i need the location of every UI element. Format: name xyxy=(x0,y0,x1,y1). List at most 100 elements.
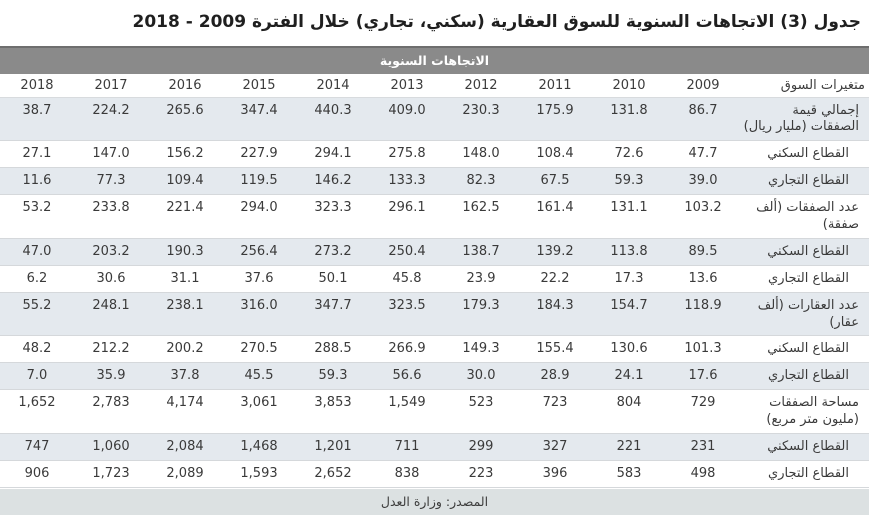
cell-2014: 1,201 xyxy=(296,433,370,461)
cell-2009: 101.3 xyxy=(666,335,740,364)
table-row: القطاع التجاري 13.6 17.3 22.2 23.9 45.8 50.1 37… xyxy=(0,265,869,293)
cell-2012: 82.3 xyxy=(444,167,518,196)
cell-2012: 223 xyxy=(444,460,518,488)
row-label: مساحة الصفقات (مليون متر مربع) xyxy=(740,389,869,434)
row-label: إجمالي قيمة الصفقات (مليار ريال) xyxy=(740,97,869,142)
cell-2016: 156.2 xyxy=(148,140,222,169)
cell-2012: 523 xyxy=(444,389,518,434)
cell-2018: 11.6 xyxy=(0,167,74,196)
cell-2013: 838 xyxy=(370,460,444,488)
cell-2014: 3,853 xyxy=(296,389,370,434)
cell-2015: 347.4 xyxy=(222,97,296,142)
cell-2018: 27.1 xyxy=(0,140,74,169)
cell-2018: 7.0 xyxy=(0,362,74,391)
cell-2010: 130.6 xyxy=(592,335,666,364)
cell-2016: 2,089 xyxy=(148,460,222,488)
row-label: القطاع السكني xyxy=(740,238,869,266)
cell-2015: 1,593 xyxy=(222,460,296,488)
cell-2015: 3,061 xyxy=(222,389,296,434)
cell-2012: 138.7 xyxy=(444,238,518,266)
cell-2009: 39.0 xyxy=(666,167,740,196)
cell-2011: 67.5 xyxy=(518,167,592,196)
cell-2011: 396 xyxy=(518,460,592,488)
cell-2009: 86.7 xyxy=(666,97,740,142)
cell-2011: 184.3 xyxy=(518,292,592,337)
cell-2010: 17.3 xyxy=(592,265,666,293)
cell-2011: 327 xyxy=(518,433,592,461)
cell-2012: 162.5 xyxy=(444,194,518,239)
cell-2017: 224.2 xyxy=(74,97,148,142)
cell-2017: 212.2 xyxy=(74,335,148,364)
cell-2014: 273.2 xyxy=(296,238,370,266)
row-label: القطاع السكني xyxy=(740,140,869,169)
table-row: القطاع التجاري 39.0 59.3 67.5 82.3 133.3 146.2… xyxy=(0,167,869,196)
cell-2017: 1,060 xyxy=(74,433,148,461)
cell-2010: 131.8 xyxy=(592,97,666,142)
cell-2017: 147.0 xyxy=(74,140,148,169)
cell-2016: 200.2 xyxy=(148,335,222,364)
year-header-row: متغيرات السوق 2009 2010 2011 2012 2013 2014 201… xyxy=(0,74,869,98)
row-label: القطاع التجاري xyxy=(740,167,869,196)
cell-2013: 711 xyxy=(370,433,444,461)
cell-2010: 804 xyxy=(592,389,666,434)
cell-2015: 294.0 xyxy=(222,194,296,239)
cell-2014: 440.3 xyxy=(296,97,370,142)
cell-2017: 203.2 xyxy=(74,238,148,266)
cell-2011: 155.4 xyxy=(518,335,592,364)
cell-2015: 37.6 xyxy=(222,265,296,293)
table-row: عدد الصفقات (ألف صفقة) 103.2 131.1 161.4 162… xyxy=(0,194,869,239)
cell-2011: 22.2 xyxy=(518,265,592,293)
cell-2011: 175.9 xyxy=(518,97,592,142)
cell-2010: 113.8 xyxy=(592,238,666,266)
cell-2009: 89.5 xyxy=(666,238,740,266)
cell-2017: 248.1 xyxy=(74,292,148,337)
cell-2018: 55.2 xyxy=(0,292,74,337)
cell-2018: 906 xyxy=(0,460,74,488)
year-header-2013: 2013 xyxy=(370,74,444,98)
year-header-2018: 2018 xyxy=(0,74,74,98)
cell-2012: 148.0 xyxy=(444,140,518,169)
year-header-2009: 2009 xyxy=(666,74,740,98)
cell-2012: 230.3 xyxy=(444,97,518,142)
cell-2009: 729 xyxy=(666,389,740,434)
cell-2010: 154.7 xyxy=(592,292,666,337)
cell-2016: 190.3 xyxy=(148,238,222,266)
cell-2013: 250.4 xyxy=(370,238,444,266)
cell-2009: 118.9 xyxy=(666,292,740,337)
row-label: القطاع السكني xyxy=(740,335,869,364)
cell-2013: 1,549 xyxy=(370,389,444,434)
cell-2016: 109.4 xyxy=(148,167,222,196)
cell-2009: 47.7 xyxy=(666,140,740,169)
cell-2013: 56.6 xyxy=(370,362,444,391)
cell-2014: 59.3 xyxy=(296,362,370,391)
cell-2014: 288.5 xyxy=(296,335,370,364)
cell-2012: 23.9 xyxy=(444,265,518,293)
table-row: إجمالي قيمة الصفقات (مليار ريال) 86.7 131.… xyxy=(0,97,869,142)
cell-2012: 299 xyxy=(444,433,518,461)
cell-2009: 13.6 xyxy=(666,265,740,293)
cell-2016: 221.4 xyxy=(148,194,222,239)
row-label: عدد العقارات (ألف عقار) xyxy=(740,292,869,337)
cell-2011: 139.2 xyxy=(518,238,592,266)
row-label: القطاع التجاري xyxy=(740,362,869,391)
cell-2013: 296.1 xyxy=(370,194,444,239)
year-header-2016: 2016 xyxy=(148,74,222,98)
cell-2017: 77.3 xyxy=(74,167,148,196)
row-label: القطاع السكني xyxy=(740,433,869,461)
source-note: المصدر: وزارة العدل xyxy=(0,488,869,515)
cell-2011: 723 xyxy=(518,389,592,434)
cell-2012: 179.3 xyxy=(444,292,518,337)
cell-2018: 38.7 xyxy=(0,97,74,142)
cell-2013: 45.8 xyxy=(370,265,444,293)
cell-2011: 108.4 xyxy=(518,140,592,169)
cell-2018: 6.2 xyxy=(0,265,74,293)
cell-2017: 233.8 xyxy=(74,194,148,239)
cell-2013: 133.3 xyxy=(370,167,444,196)
cell-2018: 747 xyxy=(0,433,74,461)
cell-2017: 35.9 xyxy=(74,362,148,391)
cell-2016: 238.1 xyxy=(148,292,222,337)
table-row: القطاع السكني 89.5 113.8 139.2 138.7 250.4 273… xyxy=(0,238,869,266)
table-row: عدد العقارات (ألف عقار) 118.9 154.7 184.3 17… xyxy=(0,292,869,337)
cell-2010: 72.6 xyxy=(592,140,666,169)
cell-2018: 47.0 xyxy=(0,238,74,266)
